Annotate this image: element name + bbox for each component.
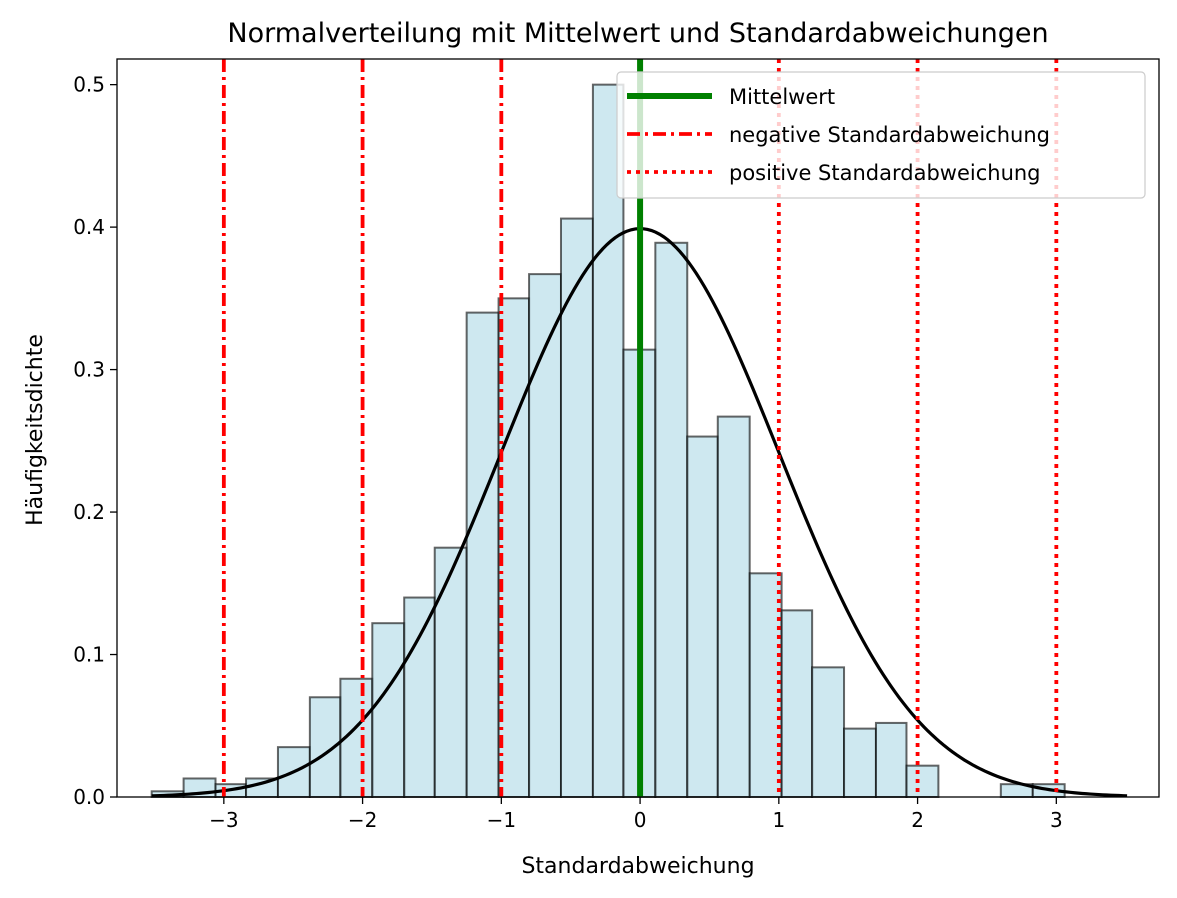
legend: Mittelwert negative Standardabweichung pos… (616, 71, 1146, 199)
y-tick-label: 0.0 (73, 785, 105, 809)
histogram-bar (905, 764, 940, 798)
histogram-bar (811, 666, 846, 798)
x-tick-label: −2 (348, 808, 377, 832)
chart-title: Normalverteilung mit Mittelwert und Stan… (227, 18, 1048, 49)
y-axis-label: Häufigkeitsdichte (23, 334, 48, 526)
legend-box (616, 71, 1146, 199)
axes-frame (116, 58, 1160, 798)
histogram-bar (716, 415, 751, 798)
x-tick-label: −1 (487, 808, 516, 832)
histogram-bar (433, 546, 468, 798)
x-tick-label: 3 (1050, 808, 1063, 832)
legend-label: positive Standardabweichung (729, 161, 1041, 185)
x-axis-ticks: −3 −2 −1 0 1 2 3 (209, 797, 1063, 832)
y-tick-label: 0.5 (73, 73, 105, 97)
histogram-bar (686, 435, 719, 798)
x-tick-label: 1 (772, 808, 785, 832)
histogram-bar (748, 572, 783, 798)
y-axis-ticks: 0.0 0.1 0.2 0.3 0.4 0.5 (73, 73, 117, 809)
histogram-bar (528, 273, 562, 798)
x-axis-label: Standardabweichung (521, 854, 754, 879)
y-tick-label: 0.3 (73, 358, 105, 382)
x-tick-label: 2 (911, 808, 924, 832)
histogram-bar (654, 241, 689, 799)
x-tick-label: −3 (209, 808, 238, 832)
legend-label: Mittelwert (729, 85, 835, 109)
histogram-bar (780, 609, 814, 798)
histogram-bar (874, 721, 908, 798)
y-tick-label: 0.4 (73, 215, 105, 239)
histogram-bar (843, 727, 877, 798)
histogram-bar (591, 83, 625, 798)
y-tick-label: 0.2 (73, 500, 105, 524)
legend-label: negative Standardabweichung (729, 123, 1050, 147)
x-tick-label: 0 (634, 808, 647, 832)
histogram-bar (465, 311, 500, 798)
histogram-bar (403, 596, 436, 798)
histogram-bar (371, 622, 406, 798)
y-tick-label: 0.1 (73, 643, 105, 667)
